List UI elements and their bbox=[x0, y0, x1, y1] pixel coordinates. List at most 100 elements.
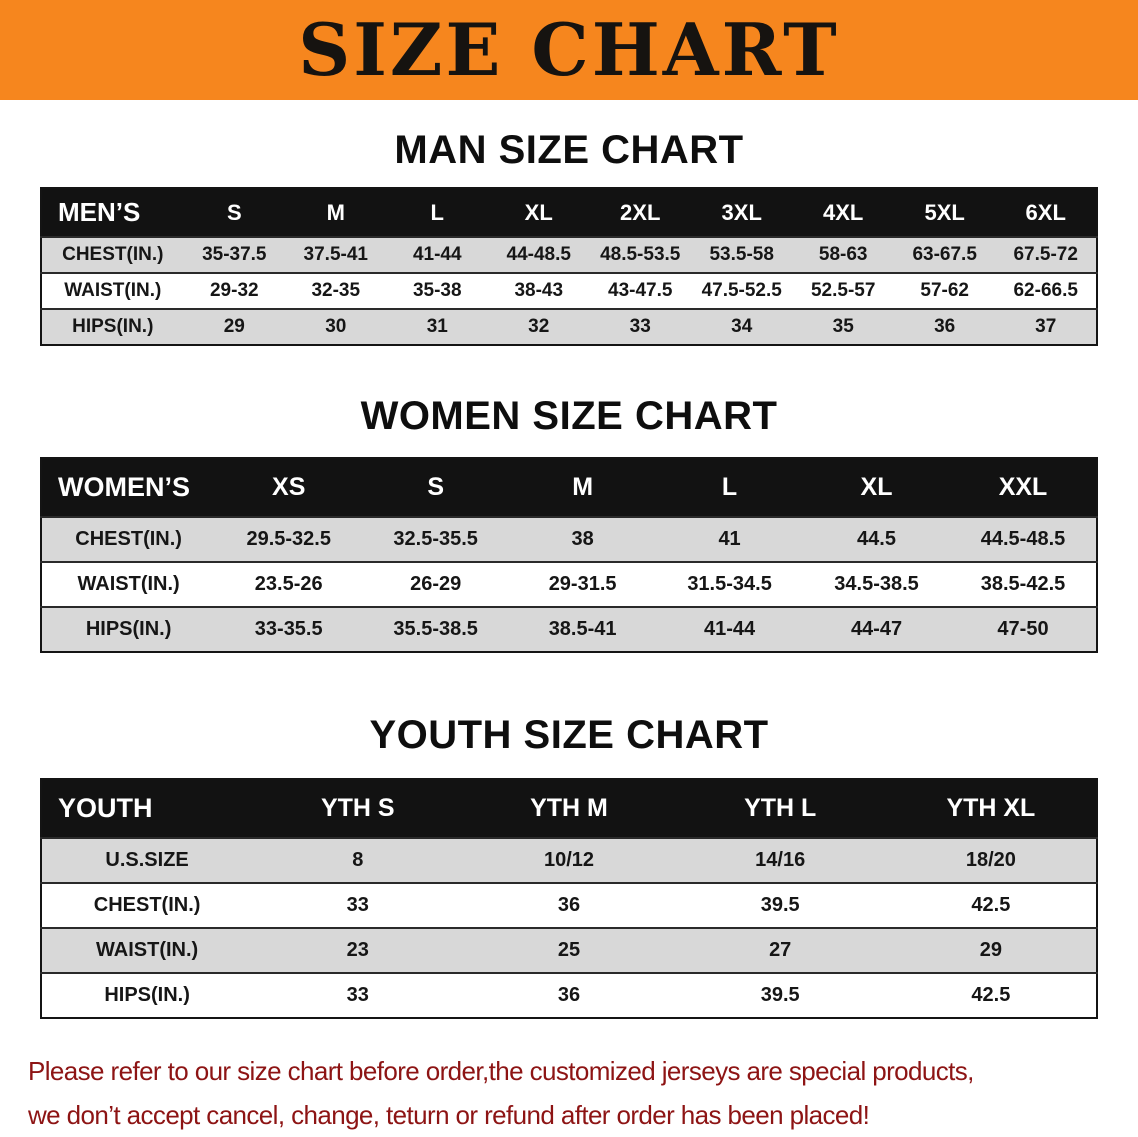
size-cell: 34 bbox=[690, 308, 793, 345]
column-header: L bbox=[386, 188, 488, 237]
size-cell: 67.5-72 bbox=[995, 236, 1097, 273]
size-cell: 25 bbox=[463, 927, 675, 973]
size-cell: 41 bbox=[656, 516, 804, 562]
size-cell: 41-44 bbox=[656, 606, 804, 652]
size-cell: 44.5 bbox=[803, 516, 950, 562]
size-cell: 38.5-42.5 bbox=[950, 561, 1097, 607]
row-label: CHEST(IN.) bbox=[41, 236, 184, 273]
row-label: WAIST(IN.) bbox=[41, 272, 184, 309]
table-title-cell: YOUTH bbox=[41, 779, 253, 838]
size-cell: 47.5-52.5 bbox=[690, 272, 793, 309]
size-cell: 53.5-58 bbox=[690, 236, 793, 273]
size-cell: 42.5 bbox=[885, 882, 1097, 928]
size-cell: 26-29 bbox=[362, 561, 510, 607]
size-cell: 62-66.5 bbox=[995, 272, 1097, 309]
size-cell: 33 bbox=[589, 308, 691, 345]
disclaimer-line-1: Please refer to our size chart before or… bbox=[28, 1056, 974, 1086]
table-row: CHEST(IN.) 29.5-32.5 32.5-35.5 38 41 44.… bbox=[41, 516, 1097, 562]
size-cell: 36 bbox=[463, 972, 675, 1018]
column-header: S bbox=[362, 458, 510, 517]
size-cell: 57-62 bbox=[893, 272, 996, 309]
table-row: HIPS(IN.) 33-35.5 35.5-38.5 38.5-41 41-4… bbox=[41, 606, 1097, 652]
size-cell: 43-47.5 bbox=[589, 272, 691, 309]
size-cell: 29 bbox=[183, 308, 286, 345]
column-header: XL bbox=[488, 188, 590, 237]
row-label: HIPS(IN.) bbox=[41, 308, 184, 345]
row-label: WAIST(IN.) bbox=[41, 927, 253, 973]
size-cell: 32-35 bbox=[285, 272, 387, 309]
women-section-heading: WOMEN SIZE CHART bbox=[360, 394, 778, 438]
table-row: HIPS(IN.) 29 30 31 32 33 34 35 36 37 bbox=[41, 308, 1097, 345]
size-cell: 31 bbox=[386, 308, 488, 345]
men-section-heading: MAN SIZE CHART bbox=[394, 128, 744, 172]
size-cell: 18/20 bbox=[885, 837, 1097, 883]
column-header: S bbox=[183, 188, 286, 237]
size-cell: 29-31.5 bbox=[509, 561, 657, 607]
size-cell: 36 bbox=[463, 882, 675, 928]
size-cell: 32 bbox=[488, 308, 590, 345]
size-cell: 33-35.5 bbox=[215, 606, 363, 652]
row-label: CHEST(IN.) bbox=[41, 516, 216, 562]
column-header: 2XL bbox=[589, 188, 691, 237]
table-row: HIPS(IN.) 33 36 39.5 42.5 bbox=[41, 972, 1097, 1018]
size-cell: 27 bbox=[674, 927, 886, 973]
table-row: CHEST(IN.) 35-37.5 37.5-41 41-44 44-48.5… bbox=[41, 236, 1097, 273]
table-header-row: YOUTH YTH S YTH M YTH L YTH XL bbox=[41, 779, 1097, 838]
size-cell: 52.5-57 bbox=[792, 272, 894, 309]
row-label: U.S.SIZE bbox=[41, 837, 253, 883]
column-header: XS bbox=[215, 458, 363, 517]
size-cell: 35-37.5 bbox=[183, 236, 286, 273]
size-cell: 29 bbox=[885, 927, 1097, 973]
column-header: L bbox=[656, 458, 804, 517]
size-cell: 48.5-53.5 bbox=[589, 236, 691, 273]
column-header: 3XL bbox=[690, 188, 793, 237]
size-cell: 63-67.5 bbox=[893, 236, 996, 273]
size-cell: 41-44 bbox=[386, 236, 488, 273]
size-cell: 31.5-34.5 bbox=[656, 561, 804, 607]
size-cell: 44-47 bbox=[803, 606, 950, 652]
table-row: U.S.SIZE 8 10/12 14/16 18/20 bbox=[41, 837, 1097, 883]
size-cell: 29-32 bbox=[183, 272, 286, 309]
size-cell: 36 bbox=[893, 308, 996, 345]
column-header: 5XL bbox=[893, 188, 996, 237]
size-cell: 30 bbox=[285, 308, 387, 345]
disclaimer-note: Please refer to our size chart before or… bbox=[28, 1049, 1138, 1137]
size-cell: 38-43 bbox=[488, 272, 590, 309]
size-cell: 35.5-38.5 bbox=[362, 606, 510, 652]
column-header: M bbox=[285, 188, 387, 237]
size-cell: 39.5 bbox=[674, 972, 886, 1018]
table-row: WAIST(IN.) 23.5-26 26-29 29-31.5 31.5-34… bbox=[41, 561, 1097, 607]
size-cell: 44-48.5 bbox=[488, 236, 590, 273]
size-cell: 35-38 bbox=[386, 272, 488, 309]
size-cell: 38 bbox=[509, 516, 657, 562]
size-cell: 58-63 bbox=[792, 236, 894, 273]
table-row: WAIST(IN.) 29-32 32-35 35-38 38-43 43-47… bbox=[41, 272, 1097, 309]
youth-size-table: YOUTH YTH S YTH M YTH L YTH XL U.S.SIZE … bbox=[40, 778, 1098, 1019]
size-cell: 37.5-41 bbox=[285, 236, 387, 273]
row-label: HIPS(IN.) bbox=[41, 606, 216, 652]
column-header: 4XL bbox=[792, 188, 894, 237]
size-cell: 38.5-41 bbox=[509, 606, 657, 652]
column-header: XXL bbox=[950, 458, 1097, 517]
size-cell: 34.5-38.5 bbox=[803, 561, 950, 607]
mens-size-table: MEN’S S M L XL 2XL 3XL 4XL 5XL 6XL CHEST… bbox=[40, 187, 1098, 346]
womens-size-table: WOMEN’S XS S M L XL XXL CHEST(IN.) 29.5-… bbox=[40, 457, 1098, 653]
size-cell: 37 bbox=[995, 308, 1097, 345]
row-label: CHEST(IN.) bbox=[41, 882, 253, 928]
table-title-cell: MEN’S bbox=[41, 188, 184, 237]
youth-section-heading: YOUTH SIZE CHART bbox=[369, 713, 769, 757]
size-cell: 10/12 bbox=[463, 837, 675, 883]
disclaimer-line-2: we don’t accept cancel, change, teturn o… bbox=[28, 1100, 870, 1131]
table-row: WAIST(IN.) 23 25 27 29 bbox=[41, 927, 1097, 973]
size-cell: 42.5 bbox=[885, 972, 1097, 1018]
column-header: XL bbox=[803, 458, 950, 517]
column-header: YTH XL bbox=[885, 779, 1097, 838]
column-header: 6XL bbox=[995, 188, 1097, 237]
size-cell: 33 bbox=[252, 972, 464, 1018]
size-cell: 23 bbox=[252, 927, 464, 973]
size-cell: 8 bbox=[252, 837, 464, 883]
column-header: YTH S bbox=[252, 779, 464, 838]
table-header-row: WOMEN’S XS S M L XL XXL bbox=[41, 458, 1097, 517]
row-label: HIPS(IN.) bbox=[41, 972, 253, 1018]
size-cell: 29.5-32.5 bbox=[215, 516, 363, 562]
